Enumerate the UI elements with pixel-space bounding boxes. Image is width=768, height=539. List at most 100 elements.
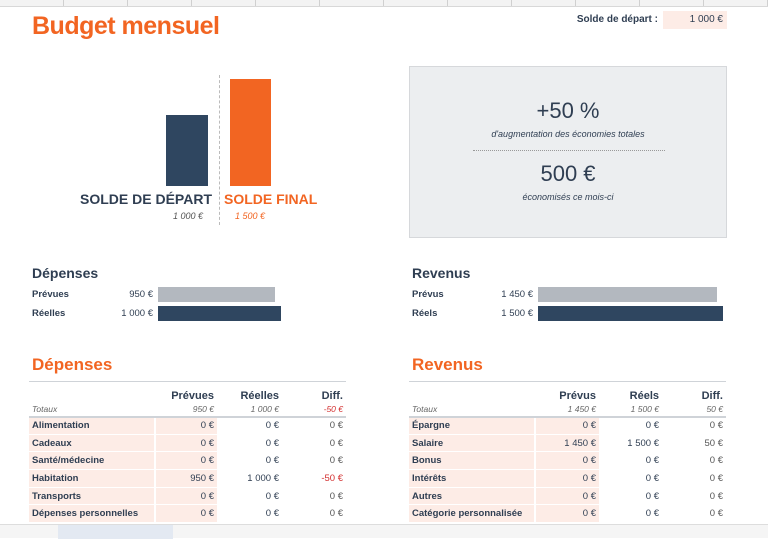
row-diff[interactable]: -50 € <box>321 472 343 484</box>
totals-diff: -50 € <box>282 401 346 418</box>
row-label: Intérêts <box>409 469 535 488</box>
row-diff[interactable]: 0 € <box>329 420 343 432</box>
table-row: Bonus 0 €0 €0 € <box>409 451 726 471</box>
col-actual: Réelles <box>217 381 282 402</box>
row-planned[interactable]: 0 € <box>154 504 217 524</box>
row-label: Salaire <box>409 434 535 453</box>
row-planned[interactable]: 0 € <box>534 451 599 471</box>
expenses-actual-label: Réelles <box>32 308 66 319</box>
row-actual[interactable]: 0 € <box>645 490 659 502</box>
col-diff: Diff. <box>662 381 726 402</box>
chart-divider <box>219 75 220 225</box>
savings-percent: +50 % <box>536 98 600 123</box>
table-row: Catégorie personnalisée 0 €0 €0 € <box>409 504 726 524</box>
savings-summary-box: +50 % d'augmentation des économies total… <box>409 66 727 238</box>
row-diff[interactable]: 0 € <box>329 437 343 449</box>
row-planned[interactable]: 1 450 € <box>534 434 599 453</box>
row-diff[interactable]: 0 € <box>709 455 723 467</box>
expenses-actual-bar <box>158 306 282 321</box>
chart-bar-start <box>166 114 208 186</box>
col-actual: Réels <box>599 381 662 402</box>
row-diff[interactable]: 0 € <box>709 472 723 484</box>
col-planned: Prévus <box>535 381 599 402</box>
table-row: Habitation 950 € 1 000 € -50 € <box>29 469 346 488</box>
row-label: Catégorie personnalisée <box>409 504 535 524</box>
row-diff[interactable]: 0 € <box>329 490 343 502</box>
row-label: Dépenses personnelles <box>29 504 155 524</box>
row-label: Cadeaux <box>29 434 155 453</box>
sheet-tabs-bar[interactable] <box>0 524 768 539</box>
expenses-table-title: Dépenses <box>32 355 113 374</box>
income-planned-bar <box>538 287 717 302</box>
bar-value-final: 1 500 € <box>235 211 266 221</box>
totals-label: Totaux <box>29 401 155 418</box>
income-actual-label: Réels <box>412 308 438 319</box>
expenses-planned-label: Prévues <box>32 289 69 300</box>
col-planned: Prévues <box>155 381 217 402</box>
income-actual-value: 1 500 € <box>501 308 533 319</box>
active-sheet-tab[interactable] <box>58 525 173 539</box>
totals-actual: 1 000 € <box>217 401 282 418</box>
row-actual[interactable]: 0 € <box>645 455 659 467</box>
row-actual[interactable]: 1 500 € <box>627 437 659 449</box>
totals-planned: 950 € <box>155 401 217 418</box>
row-label: Bonus <box>409 451 535 471</box>
table-row: Transports 0 €0 €0 € <box>29 487 346 506</box>
row-planned[interactable]: 950 € <box>154 469 217 488</box>
row-actual[interactable]: 0 € <box>645 472 659 484</box>
row-label: Santé/médecine <box>29 451 155 471</box>
table-row: Épargne 0 €0 €0 € <box>409 416 726 435</box>
row-planned[interactable]: 0 € <box>534 504 599 524</box>
totals-row: Totaux 950 €1 000 € -50 € <box>29 401 346 418</box>
row-diff[interactable]: 0 € <box>709 490 723 502</box>
expenses-summary-title: Dépenses <box>32 265 99 281</box>
row-planned[interactable]: 0 € <box>154 451 217 471</box>
totals-planned: 1 450 € <box>535 401 599 418</box>
table-row: Santé/médecine 0 €0 €0 € <box>29 451 346 471</box>
income-table: Prévus Réels Diff. Totaux 1 450 €1 500 €50 … <box>409 381 726 524</box>
table-row: Autres 0 €0 €0 € <box>409 487 726 506</box>
row-planned[interactable]: 0 € <box>154 416 217 435</box>
summary-separator <box>473 150 665 151</box>
row-planned[interactable]: 0 € <box>154 434 217 453</box>
row-diff[interactable]: 0 € <box>709 508 723 520</box>
row-actual[interactable]: 0 € <box>645 508 659 520</box>
expenses-planned-value: 950 € <box>129 289 153 300</box>
row-actual[interactable]: 0 € <box>265 437 279 449</box>
row-actual[interactable]: 0 € <box>645 420 659 432</box>
income-summary-title: Revenus <box>412 265 471 281</box>
row-label: Transports <box>29 487 155 506</box>
column-header-strip[interactable] <box>0 0 768 7</box>
row-diff[interactable]: 0 € <box>329 508 343 520</box>
row-diff[interactable]: 50 € <box>704 437 724 449</box>
row-planned[interactable]: 0 € <box>534 487 599 506</box>
start-balance-label: Solde de départ : <box>576 14 658 25</box>
saved-amount: 500 € <box>540 161 596 186</box>
table-row: Dépenses personnelles 0 €0 €0 € <box>29 504 346 524</box>
row-actual[interactable]: 0 € <box>265 420 279 432</box>
row-actual[interactable]: 0 € <box>265 508 279 520</box>
table-row: Salaire 1 450 € 1 500 € 50 € <box>409 434 726 453</box>
totals-row: Totaux 1 450 €1 500 €50 € <box>409 401 726 418</box>
row-actual[interactable]: 0 € <box>265 490 279 502</box>
page-title: Budget mensuel <box>32 12 220 40</box>
row-diff[interactable]: 0 € <box>709 420 723 432</box>
row-label: Habitation <box>29 469 155 488</box>
bar-value-start: 1 000 € <box>172 211 203 221</box>
income-actual-bar <box>538 306 723 321</box>
chart-bar-final <box>230 79 271 186</box>
bar-label-final: SOLDE FINAL <box>224 191 318 207</box>
row-planned[interactable]: 0 € <box>534 416 599 435</box>
row-planned[interactable]: 0 € <box>534 469 599 488</box>
row-actual[interactable]: 1 000 € <box>247 472 279 484</box>
row-diff[interactable]: 0 € <box>329 455 343 467</box>
table-row: Alimentation 0 €0 €0 € <box>29 416 346 435</box>
start-balance-input[interactable]: 1 000 € <box>663 11 727 29</box>
row-label: Épargne <box>409 416 535 435</box>
row-label: Autres <box>409 487 535 506</box>
income-planned-label: Prévus <box>412 289 444 300</box>
col-diff: Diff. <box>282 381 346 402</box>
row-actual[interactable]: 0 € <box>265 455 279 467</box>
savings-percent-caption: d'augmentation des économies totales <box>491 129 645 139</box>
row-planned[interactable]: 0 € <box>154 487 217 506</box>
